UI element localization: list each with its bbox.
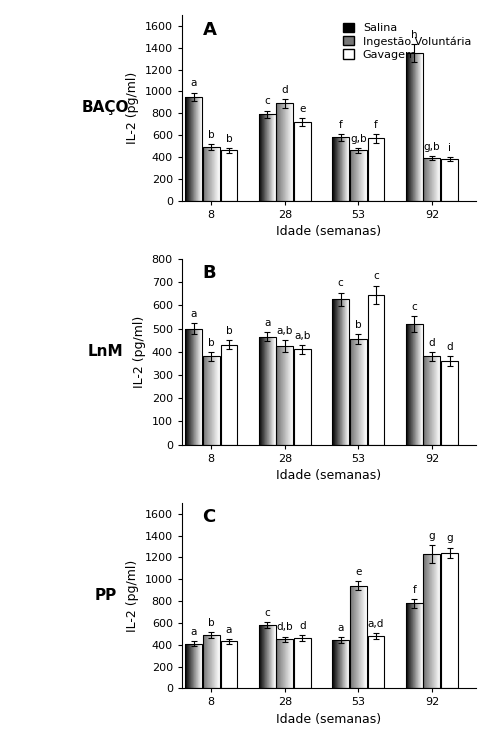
Bar	[276, 639, 293, 688]
Bar	[220, 642, 237, 688]
Bar	[441, 553, 458, 688]
Text: b: b	[208, 130, 215, 140]
Bar	[332, 299, 349, 445]
Bar	[368, 139, 384, 201]
Bar	[203, 147, 219, 201]
Y-axis label: IL-2 (pg/ml): IL-2 (pg/ml)	[126, 72, 139, 144]
Bar	[203, 635, 219, 688]
Text: PP: PP	[94, 588, 116, 603]
Bar	[220, 345, 237, 445]
Bar	[368, 139, 384, 201]
Bar	[294, 638, 311, 688]
Text: g,b: g,b	[350, 134, 367, 144]
Bar	[350, 150, 367, 201]
Text: a,b: a,b	[276, 326, 293, 336]
Text: f: f	[339, 120, 343, 130]
Text: g: g	[446, 534, 453, 543]
Y-axis label: IL-2 (pg/ml): IL-2 (pg/ml)	[133, 316, 146, 388]
Text: b: b	[208, 338, 215, 348]
Bar	[220, 150, 237, 201]
Bar	[368, 636, 384, 688]
Bar	[368, 295, 384, 445]
Text: h: h	[411, 30, 417, 41]
Text: b: b	[226, 326, 232, 336]
Text: a,d: a,d	[368, 619, 384, 628]
Text: i: i	[448, 143, 451, 153]
X-axis label: Idade (semanas): Idade (semanas)	[276, 225, 382, 238]
Text: c: c	[373, 271, 379, 282]
Bar	[406, 324, 423, 445]
Text: C: C	[202, 508, 216, 526]
Bar	[332, 137, 349, 201]
Bar	[350, 586, 367, 688]
Bar	[441, 553, 458, 688]
Bar	[276, 104, 293, 201]
Text: a: a	[337, 623, 344, 633]
Text: e: e	[300, 104, 306, 114]
Text: d: d	[299, 622, 306, 631]
Text: b: b	[226, 133, 232, 144]
X-axis label: Idade (semanas): Idade (semanas)	[276, 713, 382, 726]
Bar	[185, 328, 202, 445]
Text: g,b: g,b	[424, 142, 440, 152]
Text: a: a	[191, 308, 197, 319]
Text: f: f	[374, 120, 378, 130]
Text: c: c	[264, 96, 270, 107]
Bar	[220, 345, 237, 445]
Bar	[259, 625, 275, 688]
Text: e: e	[355, 568, 361, 577]
Bar	[424, 554, 440, 688]
Bar	[294, 350, 311, 445]
Bar	[441, 361, 458, 445]
Bar	[441, 159, 458, 201]
Text: d: d	[429, 338, 435, 348]
Text: d: d	[281, 85, 288, 95]
Text: a: a	[264, 318, 271, 328]
Y-axis label: IL-2 (pg/ml): IL-2 (pg/ml)	[126, 559, 139, 632]
Bar	[220, 150, 237, 201]
Bar	[294, 638, 311, 688]
Bar	[294, 122, 311, 201]
Text: c: c	[411, 302, 417, 312]
Bar	[259, 114, 275, 201]
Text: a: a	[226, 625, 232, 635]
Text: c: c	[338, 279, 344, 288]
Bar	[406, 53, 423, 201]
Text: d,b: d,b	[276, 622, 293, 633]
Legend: Salina, Ingestão Voluntária, Gavagem: Salina, Ingestão Voluntária, Gavagem	[341, 21, 473, 62]
Bar	[259, 336, 275, 445]
Text: d: d	[446, 342, 453, 352]
Bar	[441, 361, 458, 445]
Bar	[424, 158, 440, 201]
Bar	[368, 636, 384, 688]
Bar	[220, 642, 237, 688]
Bar	[368, 295, 384, 445]
Bar	[424, 356, 440, 445]
Text: LnM: LnM	[87, 345, 123, 359]
Text: g: g	[429, 531, 435, 541]
Bar	[276, 346, 293, 445]
Bar	[332, 639, 349, 688]
Text: b: b	[355, 320, 362, 330]
Text: c: c	[264, 608, 270, 618]
Bar	[406, 603, 423, 688]
Bar	[350, 339, 367, 445]
Bar	[294, 350, 311, 445]
Text: A: A	[202, 21, 217, 39]
Text: b: b	[208, 617, 215, 628]
Text: f: f	[412, 585, 416, 595]
X-axis label: Idade (semanas): Idade (semanas)	[276, 469, 382, 482]
Bar	[441, 159, 458, 201]
Text: a,b: a,b	[294, 330, 311, 341]
Text: BAÇO: BAÇO	[82, 100, 129, 116]
Bar	[185, 97, 202, 201]
Text: B: B	[202, 265, 216, 282]
Bar	[185, 644, 202, 688]
Bar	[294, 122, 311, 201]
Text: a: a	[191, 628, 197, 637]
Bar	[203, 356, 219, 445]
Text: a: a	[191, 79, 197, 88]
